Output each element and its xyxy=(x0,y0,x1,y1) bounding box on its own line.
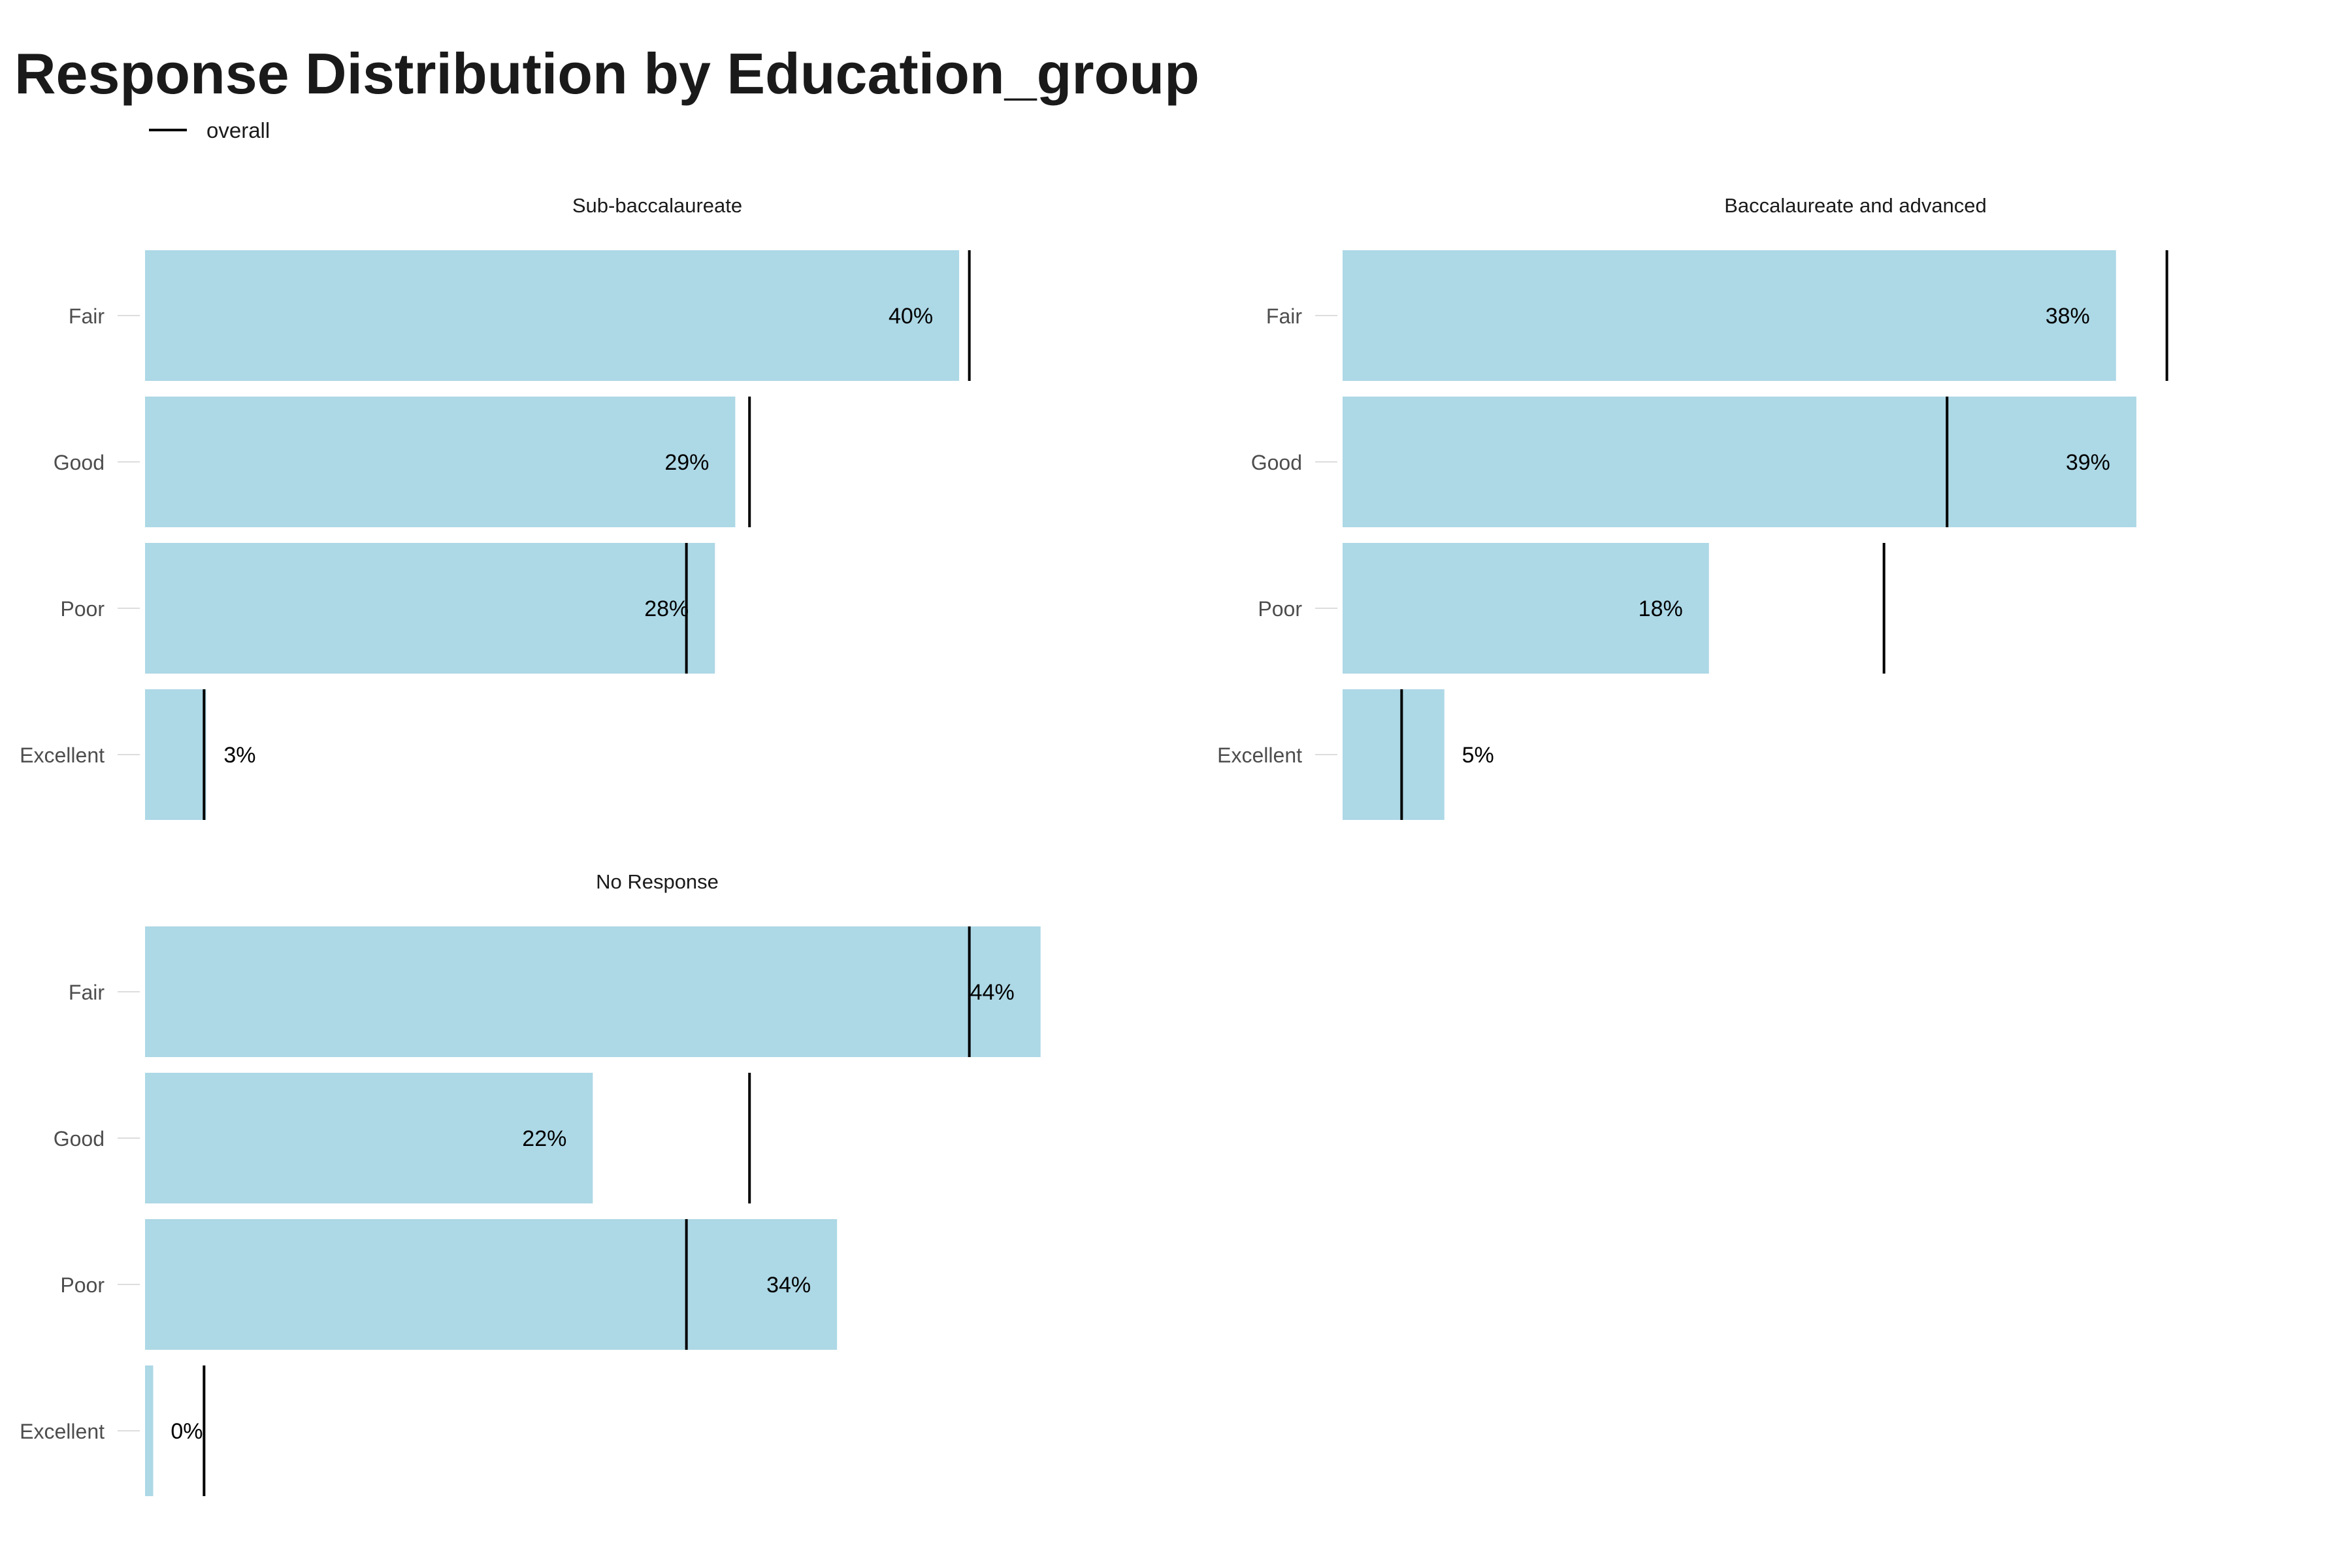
bar xyxy=(145,1073,593,1203)
bar-data-label: 0% xyxy=(171,1419,203,1444)
chart-title: Response Distribution by Education_group xyxy=(14,41,1200,106)
facet-strip-label: Baccalaureate and advanced xyxy=(1724,194,1987,217)
legend-overall-label: overall xyxy=(206,118,270,142)
bar-data-label: 40% xyxy=(889,304,933,329)
bar xyxy=(145,1219,838,1350)
y-tick-label: Poor xyxy=(60,597,105,621)
y-tick-label: Excellent xyxy=(20,1420,105,1443)
y-tick-label: Excellent xyxy=(1217,743,1302,767)
bar xyxy=(145,543,715,674)
bar xyxy=(145,397,736,527)
y-tick-label: Excellent xyxy=(20,743,105,767)
facet-strip-label: No Response xyxy=(596,870,719,893)
bar-data-label: 44% xyxy=(970,980,1015,1005)
bar-data-label: 5% xyxy=(1462,743,1494,768)
bar xyxy=(145,689,206,820)
bar-data-label: 3% xyxy=(223,743,255,768)
bar-data-label: 18% xyxy=(1639,596,1683,621)
y-tick-label: Good xyxy=(54,1127,105,1151)
bar-data-label: 39% xyxy=(2066,450,2110,475)
bar xyxy=(1343,397,2136,527)
y-tick-label: Poor xyxy=(60,1273,105,1297)
bar xyxy=(145,250,960,381)
bar xyxy=(145,1365,154,1496)
y-tick-label: Good xyxy=(54,451,105,474)
bar xyxy=(1343,250,2116,381)
bar-data-label: 38% xyxy=(2046,304,2090,329)
bar-data-label: 22% xyxy=(522,1126,566,1151)
bar-data-label: 29% xyxy=(664,450,709,475)
y-tick-label: Poor xyxy=(1258,597,1302,621)
bar-data-label: 34% xyxy=(766,1273,811,1298)
y-tick-label: Fair xyxy=(69,981,105,1004)
bar xyxy=(1343,543,1709,674)
facet-strip-label: Sub-baccalaureate xyxy=(572,194,742,217)
bar xyxy=(145,926,1041,1057)
bar xyxy=(1343,689,1445,820)
y-tick-label: Fair xyxy=(1266,304,1302,328)
y-tick-label: Good xyxy=(1251,451,1302,474)
bar-data-label: 28% xyxy=(644,596,689,621)
y-tick-label: Fair xyxy=(69,304,105,328)
